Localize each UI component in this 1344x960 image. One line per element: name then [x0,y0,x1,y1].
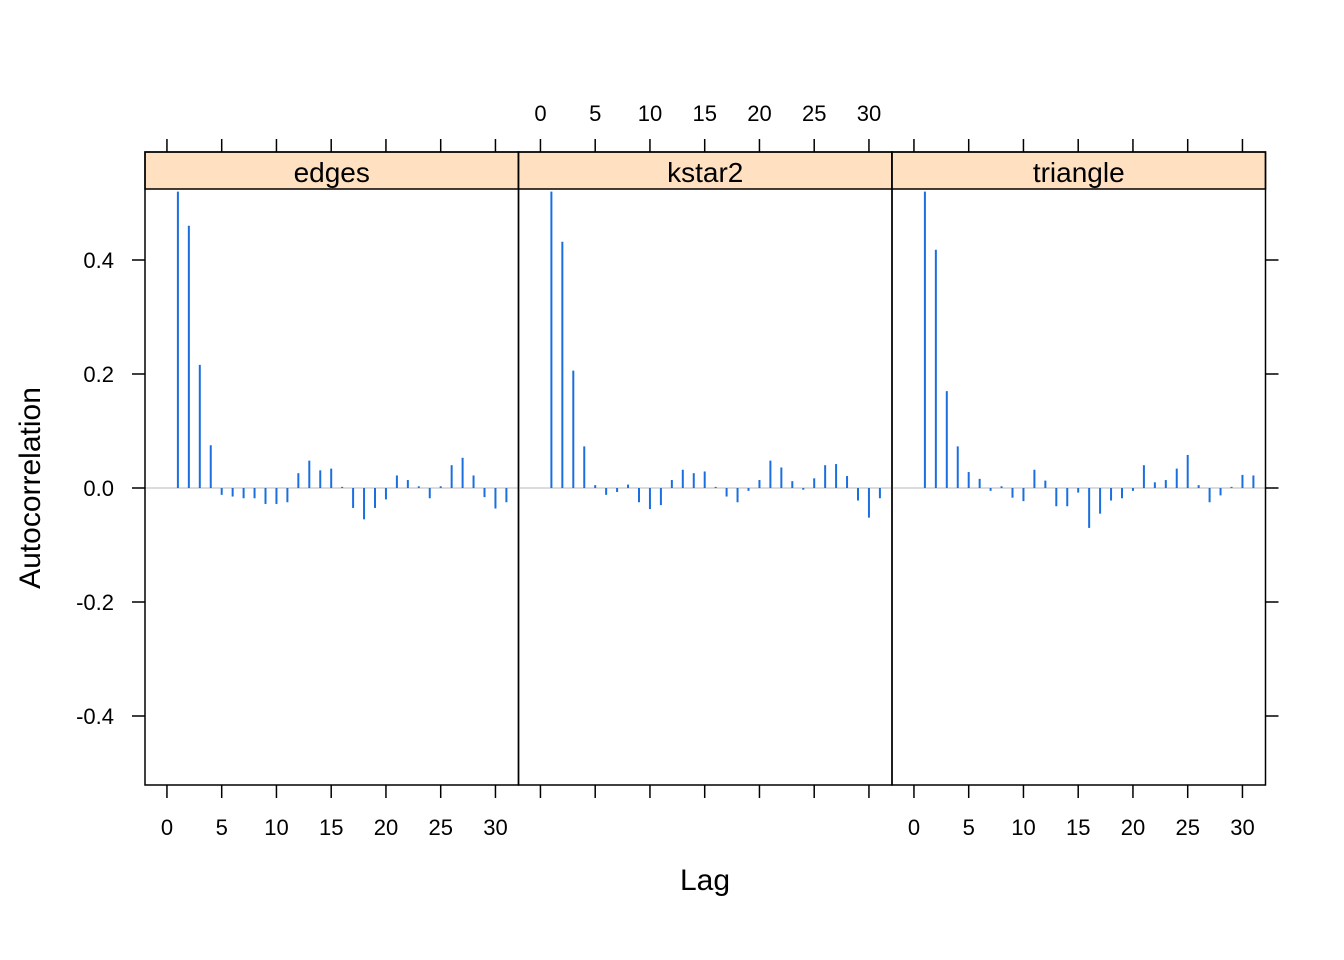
strip-background [517,151,893,190]
x-tick-label-bottom: 5 [963,815,975,840]
x-tick-label-bottom: 20 [1121,815,1145,840]
strip-label: kstar2 [667,157,743,188]
panels-layer: edges kstar2 triangle [144,151,1267,786]
x-tick-label-bottom: 25 [1175,815,1199,840]
y-tick-label: 0.0 [83,476,114,501]
x-tick-label-top: 0 [534,101,546,126]
panel-kstar2: kstar2 [517,151,893,786]
x-tick-label-bottom: 25 [428,815,452,840]
x-tick-label-bottom: 10 [264,815,288,840]
x-tick-label-top: 5 [589,101,601,126]
x-tick-label-bottom: 15 [319,815,343,840]
bar-group [176,191,508,520]
x-tick-label-top: 30 [857,101,881,126]
x-tick-label-bottom: 20 [374,815,398,840]
x-tick-label-bottom: 15 [1066,815,1090,840]
y-tick-label: 0.4 [83,248,114,273]
x-tick-label-bottom: 30 [483,815,507,840]
panel-triangle: triangle [891,151,1267,786]
bar-group [923,191,1255,528]
x-tick-label-bottom: 0 [161,815,173,840]
x-tick-label-bottom: 5 [216,815,228,840]
y-tick-label: 0.2 [83,362,114,387]
x-tick-label-bottom: 30 [1230,815,1254,840]
strip-label: edges [294,157,370,188]
strip-label: triangle [1033,157,1125,188]
y-tick-label: -0.2 [76,590,114,615]
y-axis-title: Autocorrelation [14,387,47,589]
axes-layer: 0 5 10 15 20 25 30 0 5 10 15 20 25 30 0 5 10 15 20 25 30 -0.4… [76,101,1279,840]
panel-edges: edges [144,151,520,786]
bar-group [550,191,881,518]
x-tick-label-top: 20 [747,101,771,126]
y-tick-label: -0.4 [76,704,114,729]
x-tick-label-top: 15 [692,101,716,126]
x-tick-label-top: 25 [802,101,826,126]
x-tick-label-top: 10 [638,101,662,126]
panel-frame [891,151,1267,786]
x-tick-label-bottom: 10 [1011,815,1035,840]
x-axis-title: Lag [680,864,730,897]
x-tick-label-bottom: 0 [908,815,920,840]
strip-background [144,151,520,190]
